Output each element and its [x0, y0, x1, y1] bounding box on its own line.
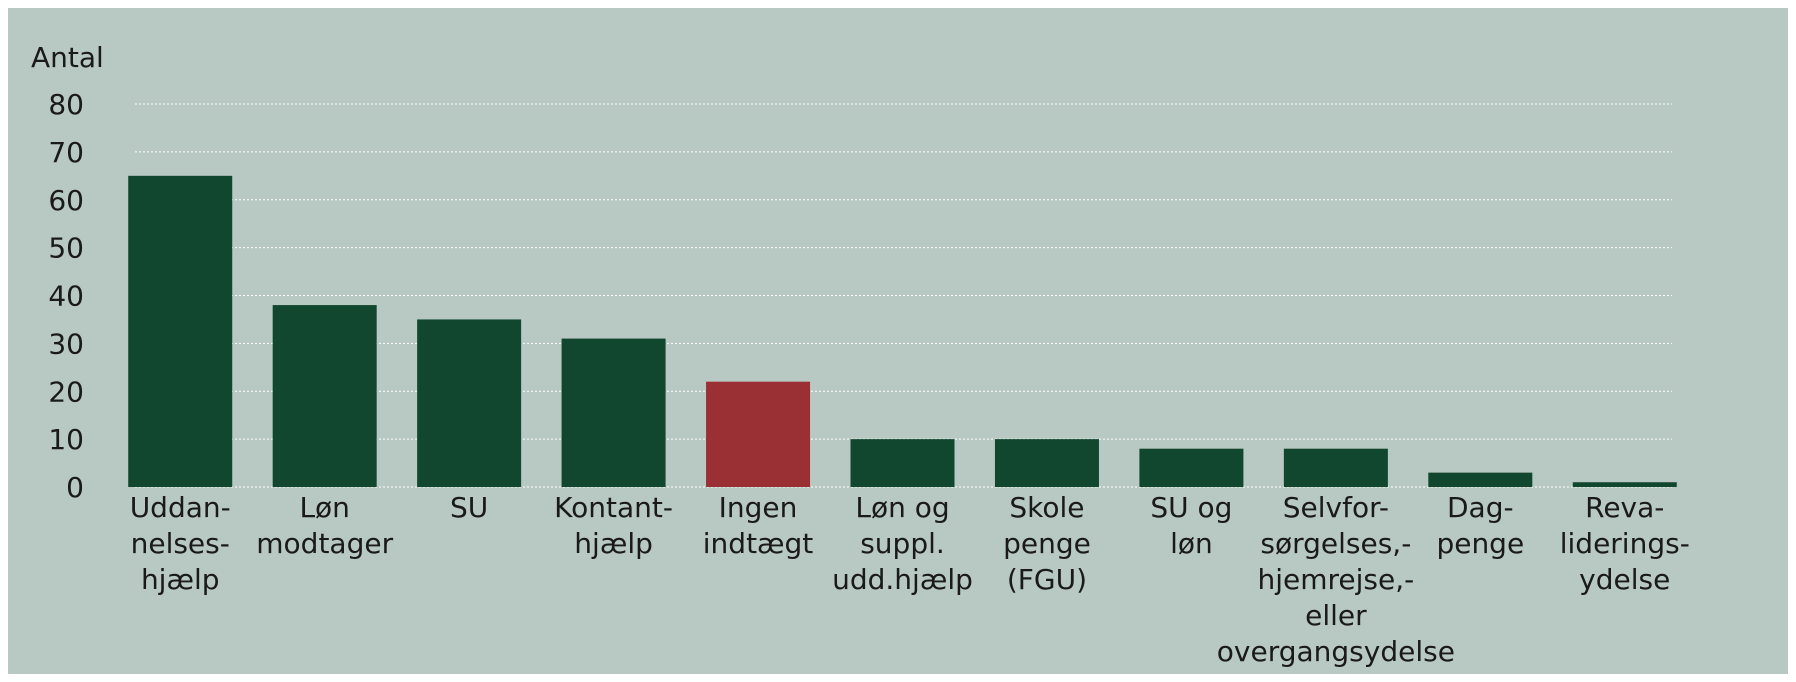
- x-tick-label: SU og løn: [1150, 491, 1232, 560]
- bar: [272, 305, 377, 487]
- y-tick-label: 20: [48, 375, 84, 408]
- x-tick-label: Kontant-hjælp: [554, 491, 673, 560]
- bar: [1572, 482, 1677, 487]
- y-tick-label: 50: [48, 232, 84, 265]
- x-tick-label: Ingen indtægt: [703, 491, 814, 560]
- x-tick-label: Skole penge (FGU): [1003, 491, 1091, 596]
- y-tick-label: 10: [48, 423, 84, 456]
- x-tick-label: Uddan-nelses-hjælp: [130, 491, 231, 596]
- y-tick-label: 70: [48, 136, 84, 169]
- bar: [1139, 448, 1244, 487]
- bar: [850, 439, 955, 487]
- x-tick-label: Reva-liderings-ydelse: [1560, 491, 1690, 596]
- bar: [994, 439, 1099, 487]
- bar: [128, 175, 233, 487]
- y-tick-label: 80: [48, 88, 84, 121]
- bar: [1428, 472, 1533, 487]
- bar: [417, 319, 522, 487]
- x-tick-label: SU: [450, 491, 488, 524]
- x-tick-label: Løn og suppl. udd.hjælp: [832, 491, 973, 596]
- bar: [1283, 448, 1388, 487]
- bar: [706, 381, 811, 487]
- x-tick-label: Selvfor-sørgelses,-hjemrejse,-eller overg…: [1217, 491, 1455, 668]
- y-tick-label: 0: [66, 471, 84, 504]
- y-tick-label: 40: [48, 280, 84, 313]
- x-tick-label: Løn modtager: [256, 491, 393, 560]
- bar: [561, 338, 666, 487]
- y-axis-label: Antal: [31, 41, 104, 74]
- y-tick-label: 60: [48, 184, 84, 217]
- y-tick-label: 30: [48, 327, 84, 360]
- x-tick-label: Dag-penge: [1436, 491, 1524, 560]
